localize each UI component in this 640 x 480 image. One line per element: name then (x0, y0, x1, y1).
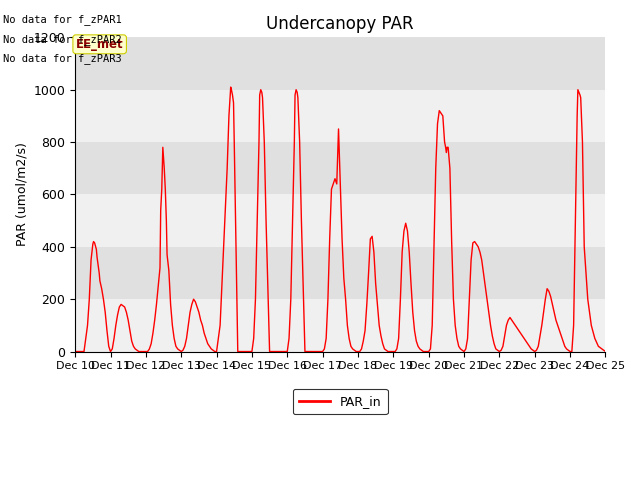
Y-axis label: PAR (umol/m2/s): PAR (umol/m2/s) (15, 143, 28, 246)
Text: EE_met: EE_met (76, 38, 124, 51)
Text: No data for f_zPAR1: No data for f_zPAR1 (3, 14, 122, 25)
Legend: PAR_in: PAR_in (292, 389, 388, 414)
Bar (75, 247, 605, 299)
Bar (75, 37, 605, 90)
Text: No data for f_zPAR2: No data for f_zPAR2 (3, 34, 122, 45)
Title: Undercanopy PAR: Undercanopy PAR (266, 15, 414, 33)
Bar (75, 194, 605, 247)
Bar (75, 142, 605, 194)
Bar (75, 299, 605, 351)
Text: No data for f_zPAR3: No data for f_zPAR3 (3, 53, 122, 64)
Bar (75, 90, 605, 142)
